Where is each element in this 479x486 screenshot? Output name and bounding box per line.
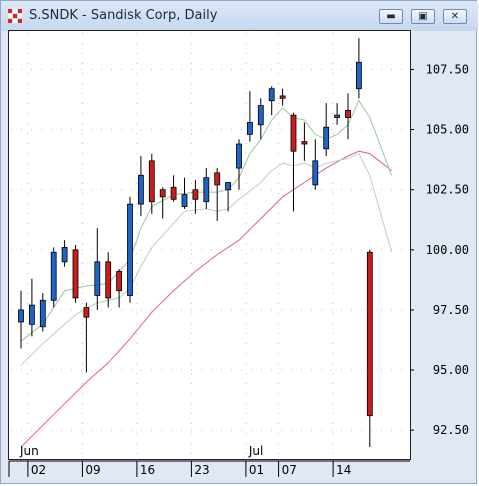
restore-button[interactable]: ▣	[411, 9, 435, 24]
restore-icon: ▣	[418, 11, 428, 22]
minimize-icon: ▬	[386, 11, 396, 22]
close-icon: ✕	[450, 11, 460, 22]
candle-body-up	[137, 174, 144, 205]
x-axis-date-label: 01	[249, 463, 264, 477]
x-axis-month-label: Jul	[248, 444, 263, 458]
candle-body-up	[334, 114, 341, 118]
candle-body-down	[72, 249, 79, 299]
candle-body-up	[203, 177, 210, 203]
x-axis-date-label: 09	[85, 463, 100, 477]
candle-body-up	[50, 251, 57, 301]
y-axis-tick-label: 107.50	[426, 62, 469, 76]
candle-body-down	[83, 307, 90, 318]
window-title: S.SNDK - Sandisk Corp, Daily	[29, 8, 218, 23]
y-axis-tick-label: 92.50	[433, 423, 469, 437]
x-axis-date-label: 07	[282, 463, 297, 477]
y-axis-tick-label: 97.50	[433, 303, 469, 317]
candle-body-down	[192, 189, 199, 200]
candle-body-up	[181, 194, 188, 207]
candle-body-down	[214, 172, 221, 186]
x-axis-date-label: 23	[194, 463, 209, 477]
candle-body-down	[105, 261, 112, 299]
candle-body-down	[301, 141, 308, 145]
y-axis-tick-label: 95.00	[433, 363, 469, 377]
candle-body-up	[18, 309, 24, 323]
candle-body-down	[170, 186, 177, 200]
candle-body-up	[268, 88, 275, 102]
x-axis-month-label: Jun	[19, 444, 39, 458]
candle-body-down	[116, 271, 122, 292]
candle-body-up	[61, 247, 68, 263]
title-bar[interactable]: S.SNDK - Sandisk Corp, Daily ▬ ▣ ✕	[1, 1, 478, 31]
y-axis-tick-label: 105.00	[426, 123, 469, 137]
minimize-button[interactable]: ▬	[379, 9, 403, 24]
close-button[interactable]: ✕	[443, 9, 467, 24]
candle-body-down	[148, 160, 155, 203]
x-axis-date-label: 16	[140, 463, 155, 477]
candle-body-down	[345, 109, 351, 118]
moving-average-long-line	[20, 150, 392, 448]
candle-body-up	[39, 299, 46, 328]
candle-body-up	[323, 126, 330, 150]
app-icon	[8, 9, 22, 23]
candle-body-up	[236, 143, 242, 169]
candle-body-up	[127, 203, 133, 296]
y-axis-tick-label: 100.00	[426, 243, 469, 257]
y-axis-tick-label: 102.50	[426, 183, 469, 197]
candle-body-up	[225, 182, 232, 191]
x-axis-date-label: 02	[31, 463, 46, 477]
candle-body-down	[290, 114, 297, 152]
moving-average-mid-line	[20, 152, 393, 366]
x-axis-date-label: 14	[336, 463, 351, 477]
candle-body-down	[279, 95, 286, 99]
candle-body-down	[159, 189, 166, 198]
candle-body-up	[246, 121, 253, 135]
candle-body-up	[94, 261, 101, 296]
candle-body-down	[366, 251, 373, 417]
candle-body-up	[28, 304, 35, 325]
candle-body-up	[312, 160, 319, 186]
candle-body-up	[355, 61, 362, 90]
moving-average-short-line	[20, 99, 393, 342]
candle-body-up	[257, 105, 264, 126]
